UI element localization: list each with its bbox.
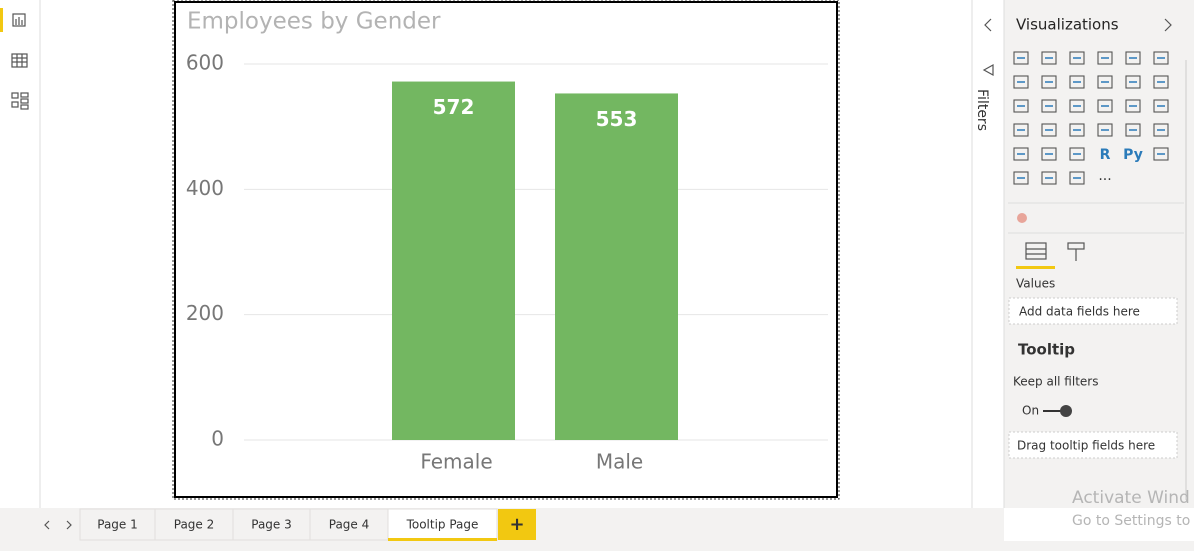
fields-tab-icon[interactable]: [1025, 242, 1047, 260]
viz-icon[interactable]: [1097, 99, 1113, 113]
viz-title: Visualizations: [1016, 16, 1119, 34]
viz-icon[interactable]: [1069, 147, 1085, 161]
viz-icon[interactable]: [1041, 123, 1057, 137]
viz-icon[interactable]: [1125, 51, 1141, 65]
plot-area: 0 200 400 600 Female 572 Male 553: [186, 51, 828, 474]
watermark-line2: Go to Settings to a: [1072, 513, 1194, 529]
viz-icon[interactable]: [1041, 51, 1057, 65]
page-tab-label: Page 3: [251, 518, 292, 532]
bar[interactable]: [392, 81, 515, 441]
viz-icon[interactable]: [1013, 147, 1029, 161]
y-tick-label: 600: [186, 51, 224, 75]
values-label: Values: [1016, 277, 1055, 291]
left-rail: [0, 0, 40, 508]
viz-icon[interactable]: [1125, 75, 1141, 89]
viz-icon[interactable]: [1041, 75, 1057, 89]
page-tab[interactable]: [154, 508, 234, 541]
filter-icon: [982, 63, 994, 77]
viz-icon[interactable]: [1069, 171, 1085, 185]
page-tab-label: Page 4: [329, 518, 370, 532]
collapse-filters[interactable]: [984, 18, 992, 32]
page-tab[interactable]: [309, 508, 389, 541]
viz-icon[interactable]: [1013, 75, 1029, 89]
viz-icon[interactable]: [1097, 51, 1113, 65]
status-bar: [0, 541, 1194, 551]
viz-icon[interactable]: [1069, 51, 1085, 65]
rail-active: [0, 8, 3, 32]
viz-icon[interactable]: [1097, 75, 1113, 89]
more-visuals[interactable]: ···: [1098, 172, 1111, 188]
page-tabs: Page 1 Page 2 Page 3 Page 4 Tooltip Page: [79, 508, 498, 541]
watermark-line1: Activate Wind: [1072, 488, 1190, 508]
model-view-icon[interactable]: [11, 92, 29, 110]
viz-icon[interactable]: [1153, 147, 1169, 161]
viz-icon[interactable]: [1013, 51, 1029, 65]
viz-icon-label[interactable]: R: [1100, 147, 1111, 163]
tab-scroll[interactable]: [44, 520, 72, 530]
keep-filters-label: Keep all filters: [1013, 375, 1098, 389]
visual-selection: [172, 0, 840, 500]
viz-icon[interactable]: [1013, 99, 1029, 113]
viz-icon[interactable]: [1069, 99, 1085, 113]
toggle-state: On: [1022, 404, 1039, 418]
active-tab-indicator: [1016, 266, 1055, 269]
filters-label[interactable]: Filters: [974, 89, 990, 131]
chart-title: Employees by Gender: [187, 9, 441, 35]
report-view-icon[interactable]: [12, 13, 26, 27]
page-tab-label: Page 1: [97, 518, 138, 532]
viz-icon[interactable]: [1153, 123, 1169, 137]
y-tick-label: 400: [186, 176, 224, 200]
viz-icon[interactable]: [1013, 171, 1029, 185]
x-tick-label: Male: [596, 450, 643, 474]
add-page-label: +: [509, 514, 524, 535]
viz-icon[interactable]: [1125, 123, 1141, 137]
page-tab[interactable]: [232, 508, 311, 541]
data-label: 553: [596, 107, 638, 131]
viz-icon[interactable]: [1097, 123, 1113, 137]
viz-icon[interactable]: [1153, 75, 1169, 89]
viz-icon[interactable]: [1041, 99, 1057, 113]
viz-icon[interactable]: [1153, 51, 1169, 65]
viz-icon[interactable]: [1013, 123, 1029, 137]
toggle-knob[interactable]: [1060, 405, 1072, 417]
values-placeholder: Add data fields here: [1019, 305, 1140, 319]
viz-icon[interactable]: [1069, 75, 1085, 89]
data-label: 572: [433, 95, 475, 119]
y-tick-label: 200: [186, 301, 224, 325]
format-tab-icon[interactable]: [1067, 242, 1085, 261]
tooltip-title: Tooltip: [1018, 341, 1075, 359]
viz-icon-label[interactable]: Py: [1123, 147, 1143, 163]
page-tab-active-bar: [388, 538, 497, 541]
page-tab-label: Tooltip Page: [406, 518, 479, 532]
viz-icon[interactable]: [1041, 147, 1057, 161]
y-tick-label: 0: [211, 427, 224, 451]
custom-visual-icon[interactable]: [1017, 213, 1027, 223]
x-tick-label: Female: [420, 450, 492, 474]
tooltip-well[interactable]: [1008, 431, 1178, 459]
viz-icon[interactable]: [1125, 99, 1141, 113]
page-tab[interactable]: [79, 508, 156, 541]
viz-icon-grid: R Py ···: [1013, 51, 1169, 188]
bar[interactable]: [555, 93, 678, 440]
tooltip-placeholder: Drag tooltip fields here: [1017, 439, 1155, 453]
data-view-icon[interactable]: [11, 53, 28, 68]
viz-icon[interactable]: [1069, 123, 1085, 137]
expand-viz[interactable]: [1164, 18, 1172, 32]
viz-icon[interactable]: [1041, 171, 1057, 185]
page-tab-label: Page 2: [174, 518, 215, 532]
add-page-button[interactable]: [498, 509, 536, 540]
viz-icon[interactable]: [1153, 99, 1169, 113]
values-well[interactable]: [1008, 297, 1178, 325]
